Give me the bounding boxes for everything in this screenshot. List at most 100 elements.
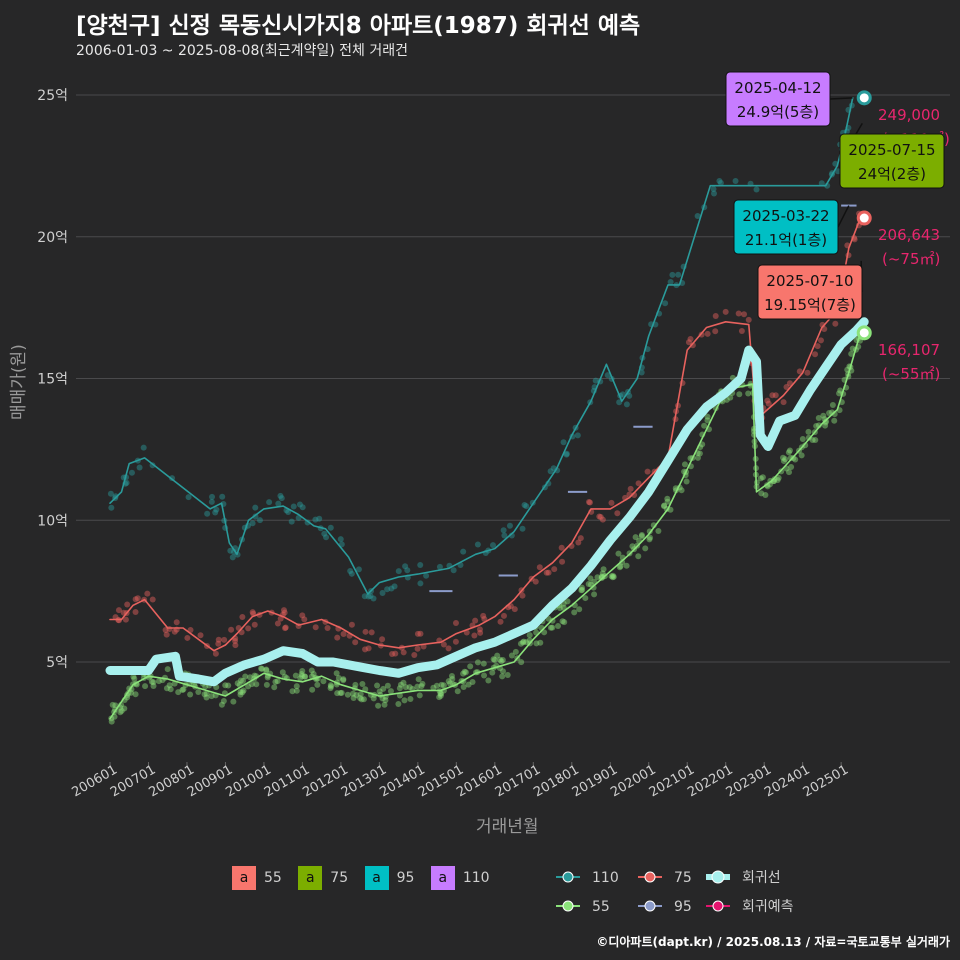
scatter-point [107,490,114,497]
scatter-point [461,668,468,675]
scatter-point [694,454,701,461]
scatter-point [520,638,527,645]
scatter-point [576,606,583,613]
scatter-point [347,567,354,574]
scatter-point [221,636,228,643]
legend-line-label: 110 [592,870,619,886]
scatter-point [150,682,157,689]
scatter-point [710,186,717,193]
scatter-point [136,464,143,471]
scatter-point [609,574,616,581]
scatter-point [387,688,394,695]
scatter-point [481,672,488,679]
scatter-point [689,342,696,349]
scatter-point [440,641,447,648]
scatter-point [547,624,554,631]
scatter-point [504,671,511,678]
scatter-point [282,625,289,632]
scatter-point [518,659,525,666]
scatter-point [109,701,116,708]
callout-price: 21.1억(1층) [745,231,827,249]
scatter-point [312,624,319,631]
scatter-point [579,586,586,593]
scatter-point [213,506,220,513]
scatter-point [163,685,170,692]
scatter-point [131,675,138,682]
legend-area-95: a 95 [364,866,414,890]
scatter-point [471,632,478,639]
scatter-point [818,180,825,187]
scatter-point [258,665,265,672]
scatter-point [757,475,764,482]
scatter-point [112,702,119,709]
scatter-point [460,670,467,677]
series-line-55 [109,332,862,720]
scatter-point [662,300,669,307]
scatter-point [494,652,501,659]
scatter-point [344,691,351,698]
callout-date: 2025-03-22 [742,207,829,225]
scatter-point [563,451,570,458]
scatter-point [817,337,824,344]
scatter-point [423,572,430,579]
scatter-point [834,168,841,175]
scatter-point [758,490,765,497]
scatter-point [683,478,690,485]
legend-line-label: 95 [674,899,692,915]
scatter-point [711,190,718,197]
legend-key-box: a [232,866,256,890]
scatter-point [780,454,787,461]
series-line-110 [109,97,854,595]
scatter-point [774,476,781,483]
scatter-point [355,566,362,573]
scatter-point [564,598,571,605]
scatter-point [163,631,170,638]
scatter-point [407,695,414,702]
scatter-point [327,682,334,689]
scatter-point [685,339,692,346]
scatter-point [334,690,341,697]
scatter-point [667,279,674,286]
scatter-point [590,584,597,591]
scatter-point [765,400,772,407]
scatter-point [281,673,288,680]
scatter-point [321,530,328,537]
scatter-point [694,213,701,220]
scatter-point [596,513,603,520]
scatter-point [396,685,403,692]
scatter-point [239,689,246,696]
y-tick-label: 10억 [37,513,68,529]
scatter-point [780,399,787,406]
scatter-point [239,614,246,621]
scatter-point [301,673,308,680]
scatter-point [490,656,497,663]
scatter-point [240,687,247,694]
scatter-point [406,684,413,691]
prediction-value: 249,000 [878,106,940,124]
scatter-point [365,593,372,600]
scatter-point [164,666,171,673]
scatter-point [245,625,252,632]
scatter-point [150,679,157,686]
scatter-point [551,566,558,573]
scatter-point [619,559,626,566]
scatter-point [440,682,447,689]
scatter-point [195,689,202,696]
scatter-point [597,514,604,521]
scatter-point [696,450,703,457]
scatter-point [362,646,369,653]
scatter-point [735,310,742,317]
scatter-point [512,648,519,655]
scatter-point [561,619,568,626]
scatter-point [460,548,467,555]
scatter-point [632,534,639,541]
scatter-point [549,624,556,631]
scatter-point [452,638,459,645]
scatter-point [357,695,364,702]
scatter-point [626,392,633,399]
scatter-point [675,271,682,278]
series-line-75 [109,217,862,652]
scatter-point [787,454,794,461]
scatter-point [786,380,793,387]
scatter-point [124,601,131,608]
